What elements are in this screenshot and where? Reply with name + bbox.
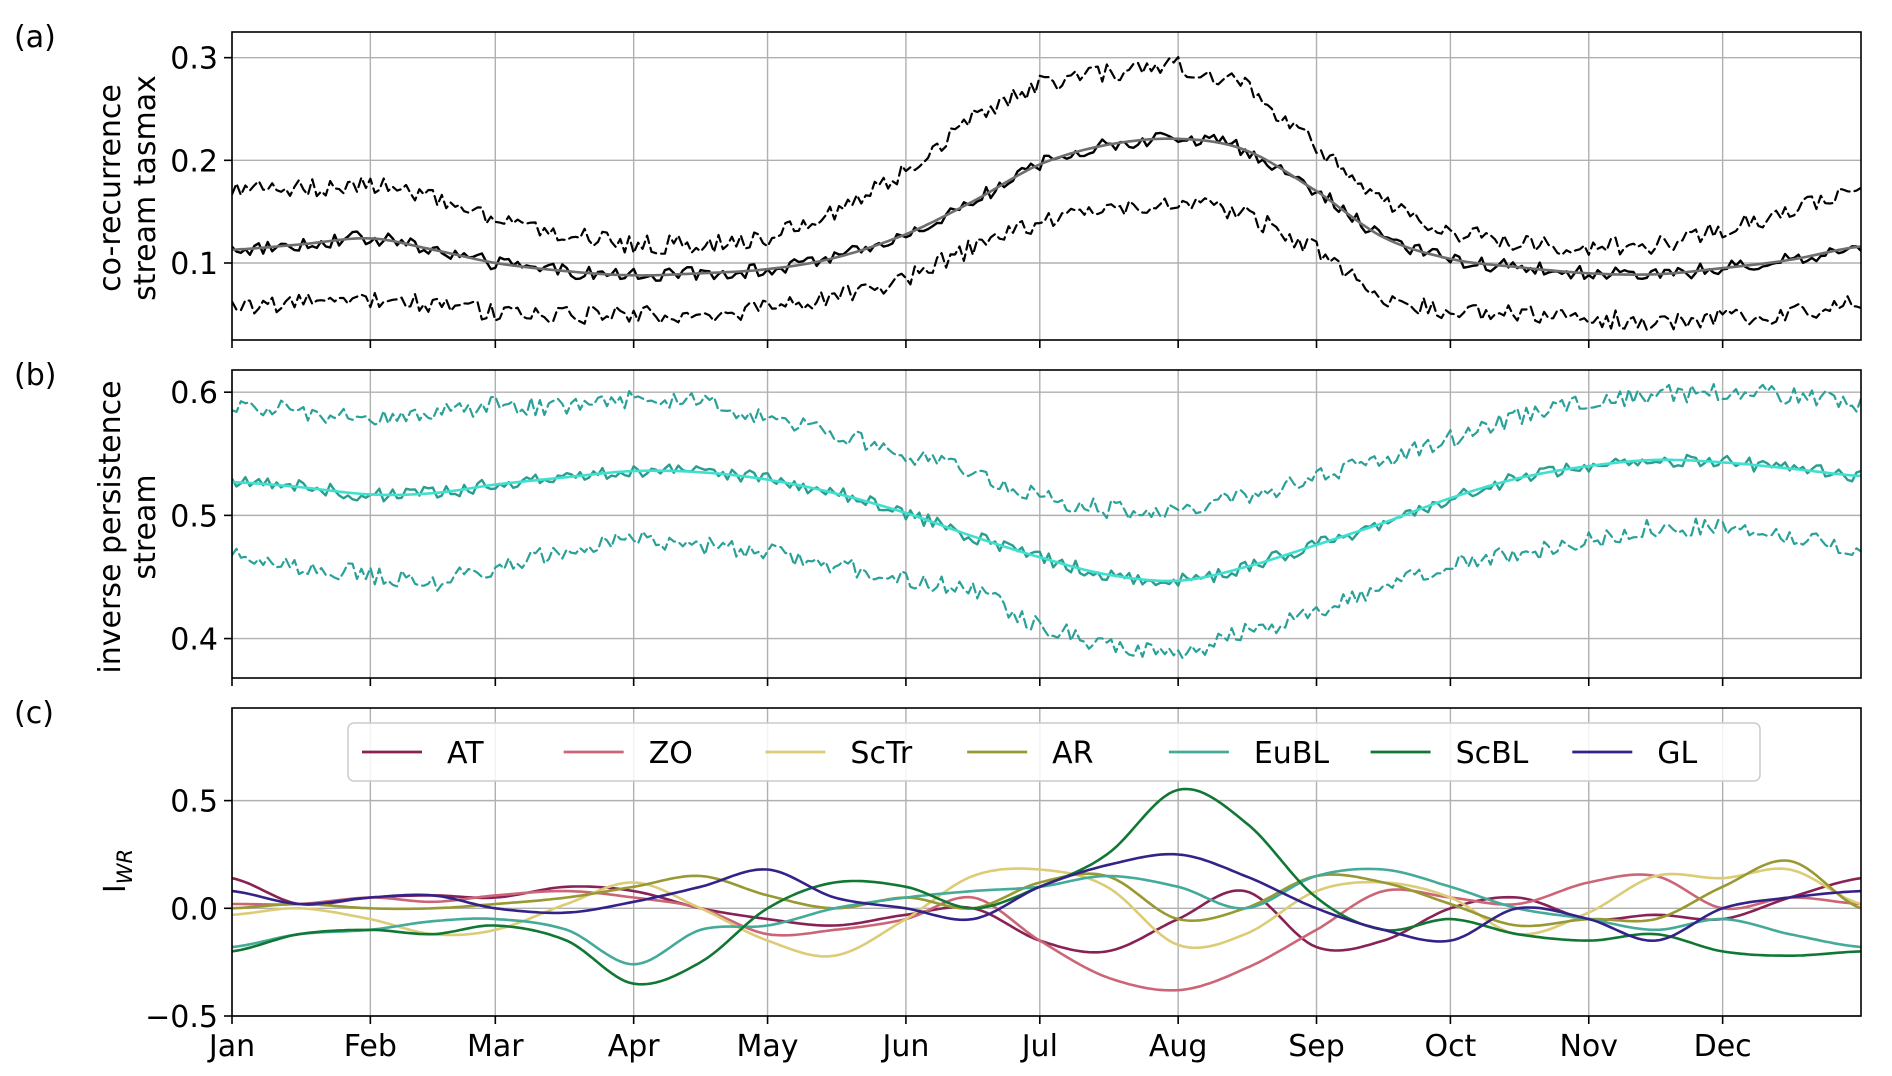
y-tick-label-1-2: 0.6 [170, 376, 218, 411]
x-tick-label-nov: Nov [1559, 1029, 1618, 1064]
x-tick-label-apr: Apr [608, 1029, 661, 1064]
ylabel-b-line2: stream [128, 474, 163, 579]
x-tick-label-sep: Sep [1288, 1029, 1345, 1064]
x-tick-label-may: May [737, 1029, 799, 1064]
series-group-0 [232, 55, 1861, 331]
panel-label-a: (a) [14, 20, 56, 55]
smoothed-line [232, 458, 1861, 583]
lower-bound-line [232, 197, 1861, 331]
legend-label-sctr: ScTr [850, 736, 912, 771]
series-line-gl [232, 852, 1861, 943]
lower-bound-line [232, 517, 1861, 660]
ylabel-a-line2: stream tasmax [128, 75, 163, 301]
panel-label-c: (c) [14, 696, 54, 731]
legend-label-eubl: EuBL [1254, 736, 1330, 771]
y-tick-label-0-0: 0.1 [170, 247, 218, 282]
series-group-1 [232, 383, 1861, 660]
plot-area: 0.1 0.2 0.3 0.4 0.5 0.6 −0.5 0.0 0.5 AT ZO ScTr AR Eu… [145, 31, 1862, 1064]
x-tick-label-mar: Mar [467, 1029, 524, 1064]
x-tick-label-aug: Aug [1149, 1029, 1208, 1064]
series-line-at [232, 876, 1861, 954]
ylabel-a-line1: co-recurrence [93, 84, 128, 292]
axes-frame-1 [231, 369, 1862, 679]
upper-bound-line [232, 55, 1861, 256]
smoothed-line [232, 137, 1861, 277]
x-tick-label-feb: Feb [344, 1029, 397, 1064]
series-group-2 [232, 787, 1861, 992]
legend-label-ar: AR [1052, 736, 1093, 771]
y-tick-label-2-2: 0.5 [170, 785, 218, 820]
daily-line [232, 131, 1861, 282]
legend: AT ZO ScTr AR EuBL ScBL GL [347, 722, 1761, 782]
x-tick-label-jan: Jan [207, 1029, 255, 1064]
ylabel-c-main: I [98, 884, 133, 893]
ylabel-c-sub: WR [113, 849, 137, 884]
legend-label-at: AT [447, 736, 484, 771]
axes-frame-0 [231, 31, 1862, 341]
series-line-zo [232, 873, 1861, 992]
legend-label-zo: ZO [649, 736, 693, 771]
series-line-sctr [232, 867, 1861, 958]
daily-line [232, 453, 1861, 587]
axes-frame-2 [231, 707, 1862, 1017]
ylabel-b-line1: inverse persistence [93, 380, 128, 673]
legend-label-gl: GL [1657, 736, 1697, 771]
y-tick-label-2-0: −0.5 [145, 1000, 218, 1035]
y-tick-label-1-1: 0.5 [170, 499, 218, 534]
x-tick-label-oct: Oct [1424, 1029, 1476, 1064]
upper-bound-line [232, 383, 1861, 521]
x-tick-label-jun: Jun [880, 1029, 929, 1064]
y-tick-label-2-1: 0.0 [170, 892, 218, 927]
panel-label-b: (b) [14, 358, 56, 393]
y-tick-label-0-2: 0.3 [170, 42, 218, 77]
x-tick-label-dec: Dec [1694, 1029, 1752, 1064]
legend-label-scbl: ScBL [1456, 736, 1529, 771]
ylabel-c: IWR [98, 849, 137, 893]
x-tick-label-jul: Jul [1020, 1029, 1058, 1064]
y-tick-label-0-1: 0.2 [170, 144, 218, 179]
legend-box [347, 722, 1761, 782]
y-tick-label-1-0: 0.4 [170, 623, 218, 658]
